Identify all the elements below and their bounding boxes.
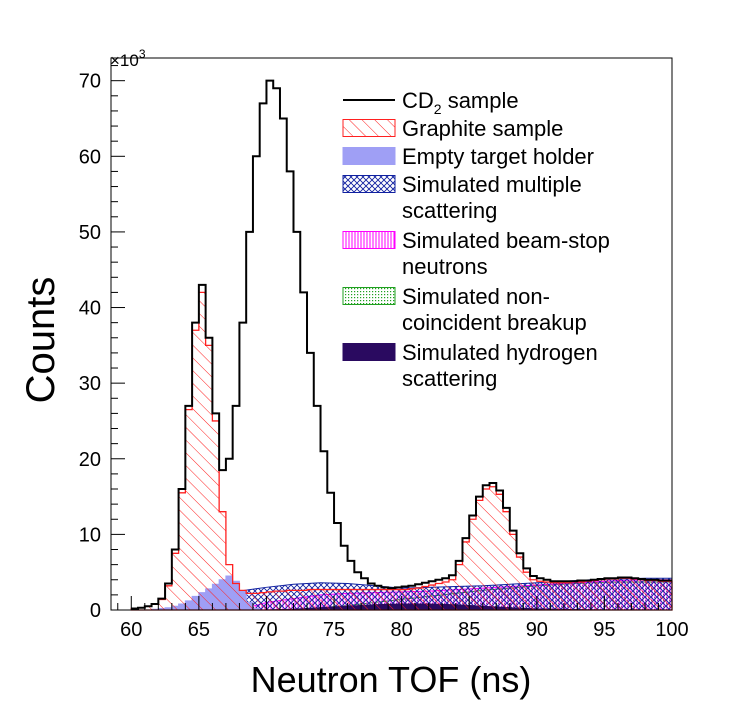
y-tick-label: 0 [90,600,101,622]
legend-swatch [342,287,396,305]
legend-label: Simulated hydrogen [402,340,598,365]
legend-item-empty: Empty target holder [342,144,594,169]
y-multiplier: ×103 [110,47,146,70]
series-cd2 [131,79,672,610]
legend-item-breakup: Simulated non-coincident breakup [342,284,587,335]
x-tick-label: 90 [526,619,548,641]
x-tick-label: 75 [323,619,345,641]
legend-label: Graphite sample [402,116,563,141]
legend-swatch [342,175,396,193]
legend-label: Simulated non- [402,284,550,309]
legend-swatch [342,343,396,361]
y-multiplier-exponent: 3 [139,47,146,61]
x-tick-label: 60 [120,619,142,641]
y-tick-label: 70 [79,71,101,93]
legend-label: scattering [402,198,497,223]
x-tick-label: 85 [458,619,480,641]
y-tick-label: 50 [79,222,101,244]
x-axis: 60 65 70 75 80 85 90 95 100 [117,596,689,641]
legend-swatch [342,147,396,165]
y-tick-label: 20 [79,449,101,471]
legend-label: Simulated beam-stop [402,228,610,253]
plot-frame [110,57,673,611]
legend-label: neutrons [402,254,488,279]
legend-label: coincident breakup [402,310,587,335]
x-axis-title: Neutron TOF (ns) [251,659,532,700]
y-axis-title: Counts [19,277,63,404]
legend-swatch [342,119,396,137]
legend-label: Empty target holder [402,144,594,169]
legend-label: Simulated multiple [402,172,582,197]
x-tick-label: 95 [593,619,615,641]
y-tick-label: 10 [79,524,101,546]
y-multiplier-base: ×10 [110,51,139,70]
legend-swatch [342,231,396,249]
y-tick-label: 30 [79,373,101,395]
legend-item-cd2: CD2 sample [343,88,519,117]
x-tick-label: 70 [255,619,277,641]
y-axis: 0 10 20 30 40 50 60 70 [79,65,125,622]
legend-label: scattering [402,366,497,391]
legend-item-graphite: Graphite sample [342,116,563,141]
y-tick-label: 40 [79,298,101,320]
legend-label: CD2 sample [402,88,519,117]
x-tick-label: 100 [655,619,688,641]
x-tick-label: 65 [188,619,210,641]
x-tick-label: 80 [391,619,413,641]
y-tick-label: 60 [79,146,101,168]
